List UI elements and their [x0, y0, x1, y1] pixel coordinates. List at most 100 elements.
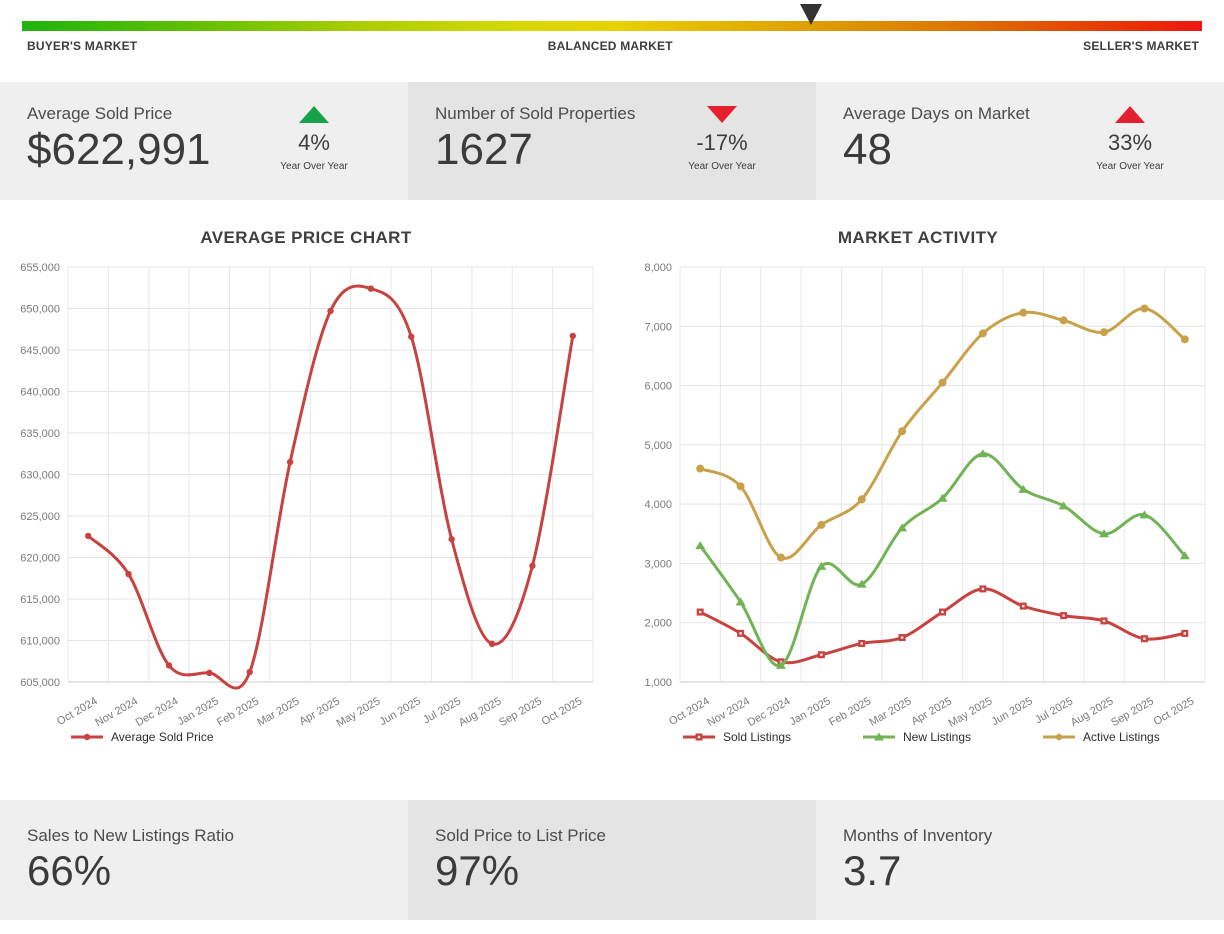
stat-value: 1627 [435, 125, 533, 174]
y-axis-tick-label: 635,000 [20, 428, 60, 440]
legend-marker-icon [863, 732, 895, 741]
y-axis-tick-label: 620,000 [20, 553, 60, 565]
x-axis-tick-label: Oct 2024 [667, 695, 712, 728]
market-gauge-bar [22, 21, 1202, 31]
y-axis-tick-label: 645,000 [20, 345, 60, 357]
yoy-sublabel: Year Over Year [1096, 161, 1164, 172]
x-axis-tick-label: Sep 2025 [1109, 695, 1156, 728]
yoy-block: -17% Year Over Year [662, 106, 782, 172]
stat-label: Number of Sold Properties [435, 104, 636, 123]
x-axis-tick-label: Jun 2025 [378, 695, 423, 728]
y-axis-tick-label: 7,000 [644, 321, 672, 333]
x-axis-tick-label: Aug 2025 [457, 695, 504, 728]
market-gauge-labels: BUYER'S MARKET BALANCED MARKET SELLER'S … [27, 39, 1199, 53]
x-axis-tick-label: Jul 2025 [1033, 695, 1075, 726]
legend-item-average-sold-price[interactable]: Average Sold Price [70, 730, 214, 744]
x-axis-tick-label: Jun 2025 [990, 695, 1035, 728]
trend-down-arrow-icon [707, 106, 737, 123]
trend-up-arrow-icon [1115, 106, 1145, 123]
stat-label: Months of Inventory [843, 826, 993, 845]
x-axis-tick-label: Aug 2025 [1069, 695, 1116, 728]
series-line-active-listings [698, 307, 1187, 560]
yoy-percent: -17% [696, 130, 748, 155]
y-axis-tick-label: 8,000 [644, 262, 672, 274]
y-axis-tick-label: 3,000 [644, 558, 672, 570]
trend-up-arrow-icon [299, 106, 329, 123]
average-price-chart: AVERAGE PRICE CHART 655,000 650,000 645,00… [0, 200, 612, 800]
yoy-sublabel: Year Over Year [280, 161, 348, 172]
y-axis-tick-label: 2,000 [644, 618, 672, 630]
average-price-chart-legend: Average Sold Price [0, 730, 612, 744]
x-axis-tick-label: Nov 2024 [93, 695, 140, 728]
legend-item-sold-listings[interactable]: Sold Listings [682, 730, 862, 744]
legend-item-new-listings[interactable]: New Listings [862, 730, 1042, 744]
stat-card-months-of-inventory: Months of Inventory 3.7 [816, 800, 1224, 920]
market-activity-chart: MARKET ACTIVITY 8,000 7,000 6,000 5,000 4,00… [612, 200, 1224, 800]
average-price-chart-title: AVERAGE PRICE CHART [200, 228, 412, 247]
series-line-sold-listings [698, 587, 1187, 665]
stat-label: Average Sold Price [27, 104, 173, 123]
legend-label: Active Listings [1083, 730, 1160, 744]
yoy-percent: 33% [1107, 130, 1153, 155]
stat-value: 3.7 [843, 847, 902, 894]
y-axis-tick-label: 625,000 [20, 511, 60, 523]
stat-label: Sales to New Listings Ratio [27, 826, 234, 845]
y-axis-tick-label: 1,000 [644, 677, 672, 689]
yoy-sublabel: Year Over Year [688, 161, 756, 172]
x-axis-tick-label: Feb 2025 [827, 695, 873, 728]
x-axis-tick-label: Nov 2024 [705, 695, 752, 728]
x-axis-tick-label: Apr 2025 [909, 695, 954, 728]
market-gauge: BUYER'S MARKET BALANCED MARKET SELLER'S … [0, 0, 1224, 82]
series-line-new-listings [698, 452, 1187, 668]
stat-card-days-on-market: Average Days on Market 48 33% Year Over … [816, 82, 1224, 200]
market-gauge-marker-icon [800, 4, 823, 25]
y-axis-tick-label: 630,000 [20, 470, 60, 482]
stat-label: Average Days on Market [843, 104, 1030, 123]
x-axis-tick-label: Oct 2024 [55, 695, 100, 728]
x-axis-tick-label: Apr 2025 [297, 695, 342, 728]
series-line-average-sold-price [86, 284, 575, 690]
stat-card-sold-properties: Number of Sold Properties 1627 -17% Year… [408, 82, 816, 200]
y-axis-tick-label: 605,000 [20, 677, 60, 689]
legend-marker-icon [1043, 733, 1075, 741]
bottom-stats-row: Sales to New Listings Ratio 66% Sold Pri… [0, 800, 1224, 920]
y-axis-tick-label: 615,000 [20, 594, 60, 606]
x-axis-tick-label: May 2025 [947, 695, 995, 728]
y-axis-tick-label: 610,000 [20, 636, 60, 648]
yoy-percent: 4% [298, 130, 330, 155]
x-axis-tick-label: Mar 2025 [255, 695, 301, 728]
x-axis-tick-label: May 2025 [335, 695, 383, 728]
x-axis-tick-label: Oct 2025 [540, 695, 585, 728]
legend-label: Average Sold Price [111, 730, 214, 744]
market-activity-chart-title: MARKET ACTIVITY [837, 228, 999, 247]
legend-label: Sold Listings [723, 730, 792, 744]
x-axis-tick-label: Sep 2025 [497, 695, 544, 728]
x-axis-tick-label: Oct 2025 [1152, 695, 1197, 728]
y-axis-tick-label: 640,000 [20, 387, 60, 399]
buyers-market-label: BUYER'S MARKET [27, 39, 138, 53]
x-axis-tick-label: Jan 2025 [788, 695, 833, 728]
charts-section: AVERAGE PRICE CHART 655,000 650,000 645,00… [0, 200, 1224, 800]
y-axis-tick-label: 5,000 [644, 440, 672, 452]
legend-label: New Listings [903, 730, 972, 744]
stat-card-average-sold-price: Average Sold Price $622,991 4% Year Over… [0, 82, 408, 200]
balanced-market-label: BALANCED MARKET [547, 39, 673, 53]
yoy-block: 33% Year Over Year [1070, 106, 1190, 172]
stat-value: 48 [843, 125, 892, 174]
stat-card-sold-to-list-price: Sold Price to List Price 97% [408, 800, 816, 920]
sellers-market-label: SELLER'S MARKET [1083, 39, 1199, 53]
stat-label: Sold Price to List Price [435, 826, 607, 845]
legend-item-active-listings[interactable]: Active Listings [1042, 730, 1222, 744]
stat-value: 97% [435, 847, 520, 894]
x-axis-tick-label: Jan 2025 [176, 695, 221, 728]
y-axis-tick-label: 655,000 [20, 262, 60, 274]
stat-value: 66% [27, 847, 112, 894]
x-axis-tick-label: Dec 2024 [746, 695, 793, 728]
y-axis-tick-label: 6,000 [644, 381, 672, 393]
x-axis-tick-label: Feb 2025 [215, 695, 261, 728]
y-axis-tick-label: 650,000 [20, 304, 60, 316]
y-axis-tick-label: 4,000 [644, 499, 672, 511]
yoy-block: 4% Year Over Year [254, 106, 374, 172]
market-activity-chart-legend: Sold Listings New Listings Active Listings [612, 730, 1224, 744]
market-activity-chart-plot: 8,000 7,000 6,000 5,000 4,000 3,000 2,000 1,000… [644, 262, 1206, 728]
